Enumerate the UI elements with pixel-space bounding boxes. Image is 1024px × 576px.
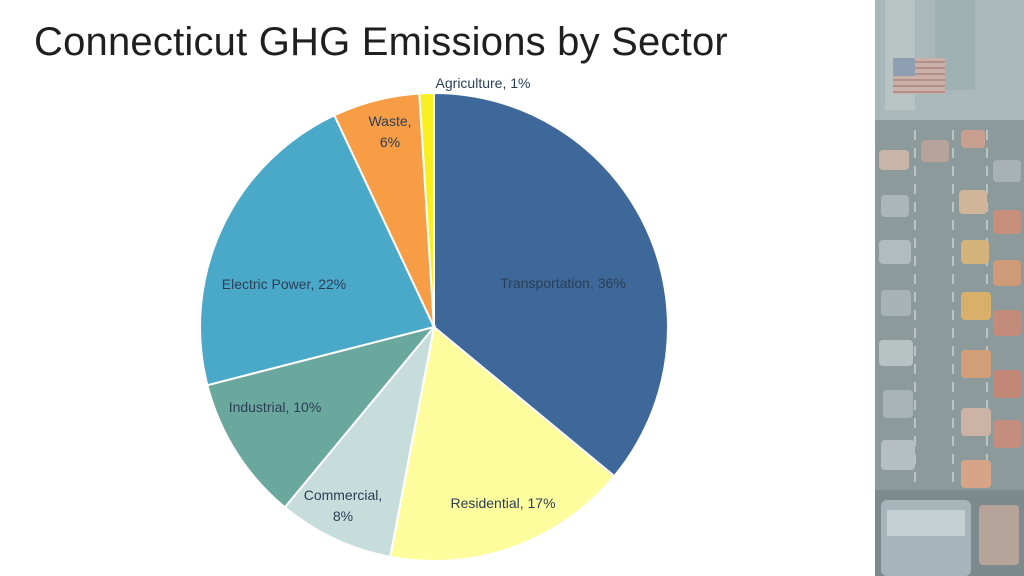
data-label-residential: Residential, 17% — [450, 495, 555, 511]
pie-slice-transportation — [433, 91, 669, 478]
pie-chart: Transportation, 36% Residential, 17% Comme… — [199, 75, 669, 562]
data-label-transportation: Transportation, 36% — [500, 275, 626, 291]
pie-slice-industrial — [206, 325, 437, 509]
data-label-electric-power: Electric Power, 22% — [222, 276, 347, 292]
data-label-industrial: Industrial, 10% — [229, 399, 322, 415]
data-label-commercial: Commercial, 8% — [304, 487, 383, 524]
pie-slice-residential — [388, 325, 616, 562]
page-title: Connecticut GHG Emissions by Sector — [34, 20, 728, 64]
traffic-street-photo — [875, 0, 1024, 576]
pie-slice-commercial — [283, 326, 435, 559]
data-label-waste: Waste, 6% — [368, 113, 411, 150]
pie-slice-electric-power — [199, 113, 436, 387]
data-label-agriculture: Agriculture, 1% — [436, 75, 531, 91]
pie-slice-agriculture — [418, 91, 435, 328]
